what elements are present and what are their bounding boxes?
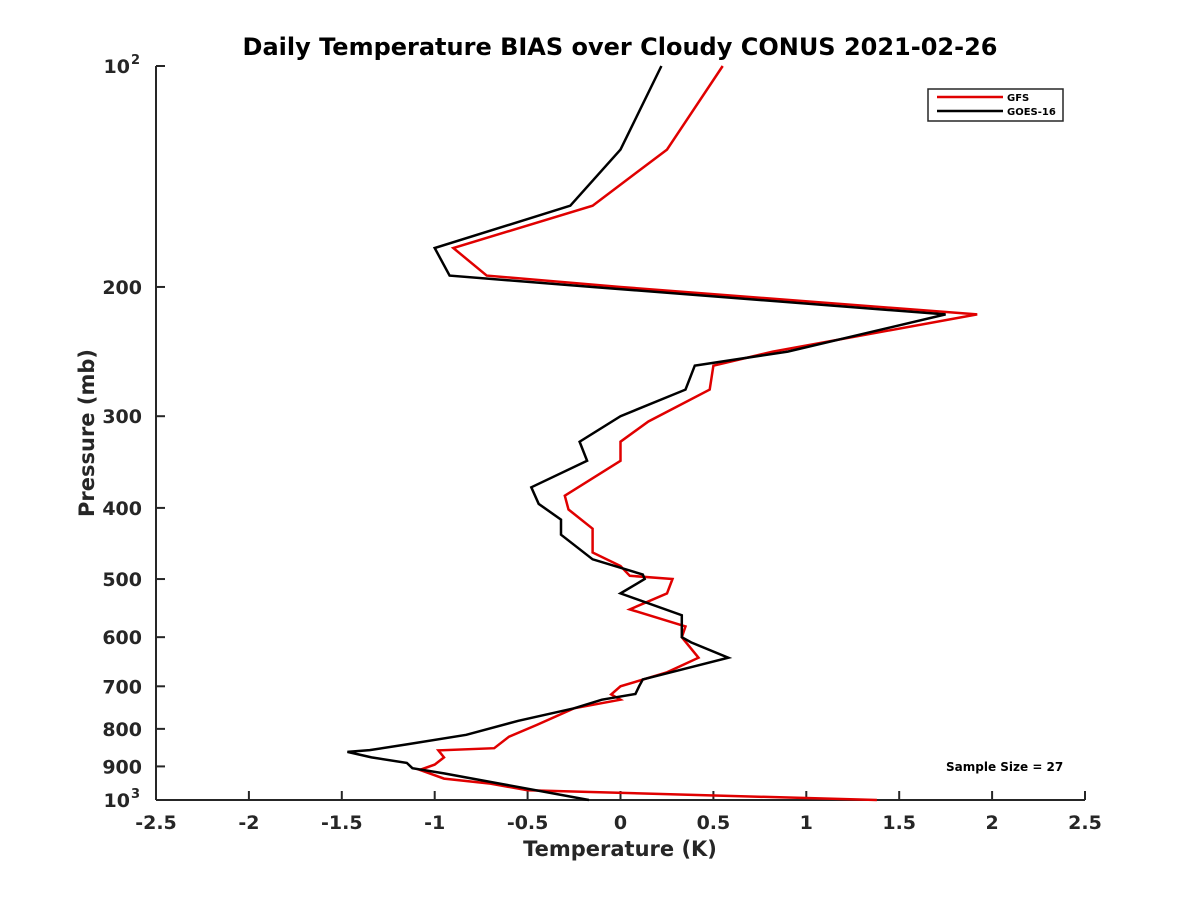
sample-size-annotation: Sample Size = 27 <box>946 760 1063 774</box>
y-tick-label: 300 <box>102 406 142 428</box>
y-tick-label: 800 <box>102 719 142 741</box>
x-tick-label: -2.5 <box>135 812 177 834</box>
y-tick-label: 400 <box>102 498 142 520</box>
x-tick-label: 1 <box>800 812 813 834</box>
x-tick-label: -1.5 <box>321 812 363 834</box>
legend: GFS GOES-16 <box>927 88 1064 122</box>
legend-box <box>927 88 1064 122</box>
y-tick-label: 600 <box>102 627 142 649</box>
x-tick-label: -0.5 <box>507 812 549 834</box>
x-tick-label: -1 <box>424 812 445 834</box>
y-tick-exponent: 2 <box>131 53 140 68</box>
series-line-goes16 <box>347 65 946 802</box>
x-tick-label: 2 <box>985 812 998 834</box>
series-line-gfs <box>416 65 978 802</box>
y-tick-label: 10 <box>104 790 130 812</box>
y-tick-label: 900 <box>102 756 142 778</box>
legend-label-gfs: GFS <box>1007 93 1029 104</box>
legend-label-goes16: GOES-16 <box>1007 107 1056 118</box>
x-tick-label: 0 <box>614 812 627 834</box>
y-tick-label: 700 <box>102 676 142 698</box>
x-tick-label: -2 <box>238 812 259 834</box>
x-tick-label: 0.5 <box>697 812 731 834</box>
x-axis-ticks: -2.5 -2 -1.5 -1 -0.5 0 0.5 1 1.5 2 2.5 <box>135 791 1102 834</box>
y-tick-label: 10 <box>104 56 130 78</box>
y-tick-label: 500 <box>102 569 142 591</box>
y-tick-label: 200 <box>102 277 142 299</box>
y-axis-label: Pressure (mb) <box>75 349 99 517</box>
x-tick-label: 2.5 <box>1068 812 1102 834</box>
x-tick-label: 1.5 <box>882 812 916 834</box>
plot-series <box>347 65 978 802</box>
x-axis-label: Temperature (K) <box>523 837 717 861</box>
chart-title: Daily Temperature BIAS over Cloudy CONUS… <box>243 33 998 61</box>
y-tick-exponent: 3 <box>131 787 140 802</box>
